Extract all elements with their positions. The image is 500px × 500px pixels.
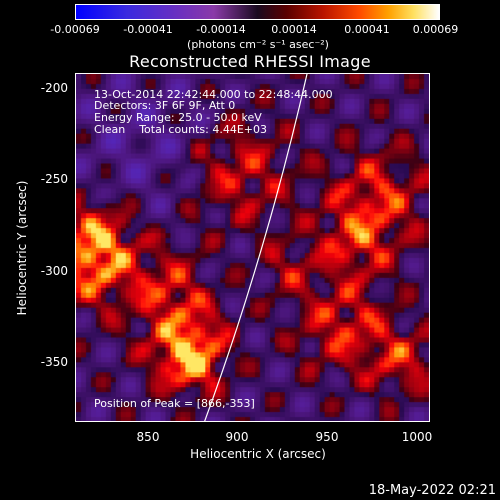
y-axis-label: Heliocentric Y (arcsec) bbox=[15, 180, 29, 316]
colorbar-tick: 0.00069 bbox=[412, 23, 459, 36]
colorbar bbox=[75, 4, 440, 20]
x-axis-label: Heliocentric X (arcsec) bbox=[190, 447, 326, 461]
timestamp: 18-May-2022 02:21 bbox=[368, 483, 496, 498]
time-range: 13-Oct-2014 22:42:44.000 to 22:48:44.000 bbox=[94, 88, 333, 101]
y-tick: -300 bbox=[40, 264, 68, 278]
y-tick: -350 bbox=[40, 355, 68, 369]
solar-limb bbox=[204, 74, 308, 421]
x-tick: 850 bbox=[136, 430, 160, 444]
energy-range: Energy Range: 25.0 - 50.0 keV bbox=[94, 111, 262, 124]
colorbar-tick: -0.00041 bbox=[123, 23, 173, 36]
y-tick: -250 bbox=[40, 172, 68, 186]
image-panel: 13-Oct-2014 22:42:44.000 to 22:48:44.000… bbox=[75, 73, 430, 422]
peak-position: Position of Peak = [866,-353] bbox=[94, 397, 255, 410]
plot-title: Reconstructed RHESSI Image bbox=[129, 52, 371, 71]
clean-counts: Clean Total counts: 4.44E+03 bbox=[94, 123, 268, 136]
detectors-info: Detectors: 3F 6F 9F, Att 0 bbox=[94, 99, 236, 112]
x-tick: 950 bbox=[315, 430, 339, 444]
x-tick: 1000 bbox=[401, 430, 433, 444]
colorbar-tick: 0.00041 bbox=[344, 23, 390, 36]
reconstructed-image bbox=[76, 74, 429, 421]
y-tick: -200 bbox=[40, 81, 68, 95]
colorbar-tick: 0.00014 bbox=[271, 23, 317, 36]
colorbar-tick: -0.00069 bbox=[50, 23, 100, 36]
colorbar-unit: (photons cm⁻² s⁻¹ asec⁻²) bbox=[187, 38, 329, 51]
colorbar-tick: -0.00014 bbox=[196, 23, 246, 36]
x-tick: 900 bbox=[225, 430, 249, 444]
